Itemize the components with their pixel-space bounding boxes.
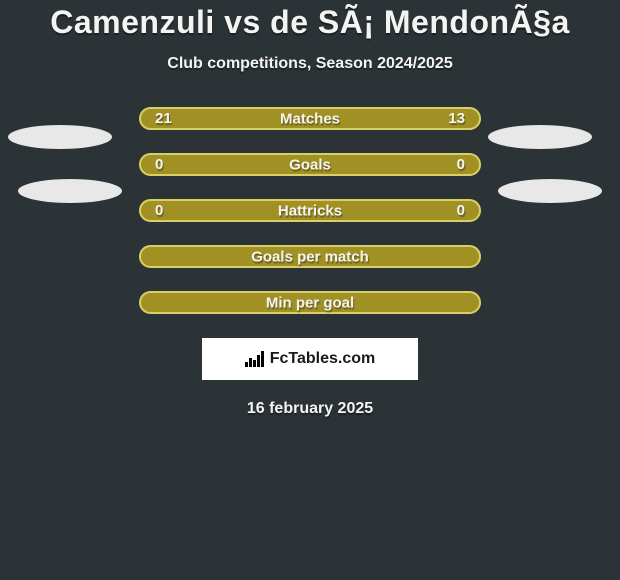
comparison-card: Camenzuli vs de SÃ¡ MendonÃ§a Club compe… bbox=[0, 0, 620, 580]
stats-list: 21 Matches 13 0 Goals 0 0 Hattricks 0 0Goals per … bbox=[0, 107, 620, 314]
stat-right-value: 0 bbox=[457, 156, 465, 173]
stat-left-value: 0 bbox=[155, 202, 163, 219]
date-text: 16 february 2025 bbox=[247, 400, 373, 418]
stat-row: 0Goals per match0 bbox=[139, 245, 481, 268]
stat-label: Goals per match bbox=[251, 248, 369, 265]
stat-label: Goals bbox=[289, 156, 331, 173]
page-title: Camenzuli vs de SÃ¡ MendonÃ§a bbox=[50, 4, 569, 41]
stat-right-value: 13 bbox=[448, 110, 465, 127]
stat-left-value: 21 bbox=[155, 110, 172, 127]
stat-row: 0 Goals 0 bbox=[139, 153, 481, 176]
attribution-badge: FcTables.com bbox=[202, 338, 418, 380]
stat-row: 0 Hattricks 0 bbox=[139, 199, 481, 222]
stat-row: 0Min per goal0 bbox=[139, 291, 481, 314]
bar-chart-icon bbox=[245, 351, 264, 367]
stat-label: Min per goal bbox=[266, 294, 354, 311]
page-subtitle: Club competitions, Season 2024/2025 bbox=[167, 55, 452, 73]
stat-right-value: 0 bbox=[457, 202, 465, 219]
attribution-text: FcTables.com bbox=[270, 350, 376, 368]
stat-label: Hattricks bbox=[278, 202, 342, 219]
stat-left-value: 0 bbox=[155, 156, 163, 173]
stat-row: 21 Matches 13 bbox=[139, 107, 481, 130]
stat-label: Matches bbox=[280, 110, 340, 127]
